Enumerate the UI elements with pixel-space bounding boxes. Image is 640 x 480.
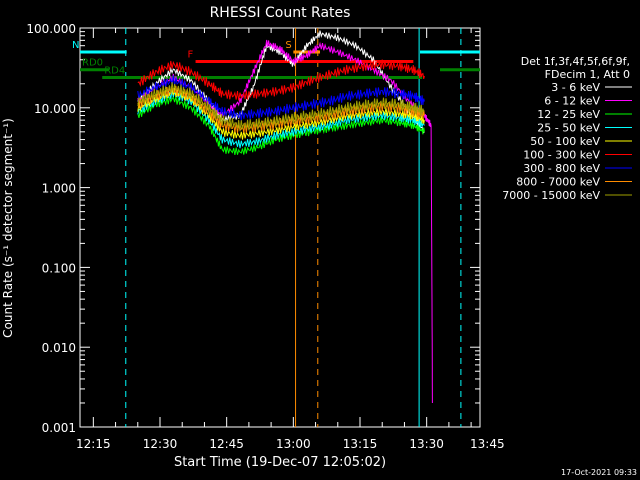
annotation-label: F [188, 50, 194, 61]
count-rate-series [137, 30, 433, 404]
chart-title: RHESSI Count Rates [210, 5, 351, 21]
x-tick-label: 13:00 [276, 437, 311, 451]
x-tick-label: 12:30 [143, 437, 178, 451]
y-axis: 100.000 10.000 1.000 0.100 0.010 0.001 [26, 22, 480, 435]
x-axis-label: Start Time (19-Dec-07 12:05:02) [174, 455, 386, 470]
x-tick-label: 13:15 [343, 437, 378, 451]
x-tick-label: 13:45 [470, 437, 505, 451]
series-line [137, 90, 425, 149]
series-line [137, 59, 425, 101]
annotation-label: S [285, 40, 291, 51]
legend-header-line-2: FDecim 1, Att 0 [545, 68, 630, 81]
legend-entry-label: 50 - 100 keV [530, 135, 600, 148]
x-tick-label: 12:45 [209, 437, 244, 451]
y-axis-label: Count Rate (s⁻¹ detector segment⁻¹) [1, 118, 15, 338]
series-line [137, 75, 425, 121]
series-line [137, 82, 425, 132]
y-tick-label: 100.000 [26, 22, 76, 36]
legend-entry-label: 12 - 25 keV [537, 108, 600, 121]
annotation-label: RD4 [104, 65, 125, 76]
y-tick-label: 10.000 [34, 102, 76, 116]
y-tick-label: 0.010 [42, 341, 76, 355]
footer-timestamp: 17-Oct-2021 09:33 [561, 468, 637, 477]
annotation-label: RD0 [82, 58, 103, 69]
x-axis: 12:15 12:30 12:45 13:00 13:15 13:30 13:45 [76, 28, 505, 451]
y-tick-label: 1.000 [42, 182, 76, 196]
legend-entry-label: 7000 - 15000 keV [502, 189, 600, 202]
x-tick-label: 13:30 [409, 437, 444, 451]
x-tick-label: 12:15 [76, 437, 111, 451]
legend-entry-label: 25 - 50 keV [537, 122, 600, 135]
series-line [137, 96, 425, 155]
y-tick-label: 0.100 [42, 261, 76, 275]
legend-entry-label: 6 - 12 keV [544, 95, 600, 108]
plot-area-frame [79, 27, 481, 428]
legend-entry-label: 800 - 7000 keV [516, 176, 600, 189]
vertical-markers [125, 28, 462, 427]
legend-entry-label: 3 - 6 keV [551, 81, 600, 94]
annotation-label: N [72, 40, 79, 51]
legend-entry-label: 300 - 800 keV [523, 162, 600, 175]
legend-entry-label: 100 - 300 keV [523, 149, 600, 162]
legend-header-line-1: Det 1f,3f,4f,5f,6f,9f, [521, 55, 630, 68]
y-tick-label: 0.001 [42, 421, 76, 435]
